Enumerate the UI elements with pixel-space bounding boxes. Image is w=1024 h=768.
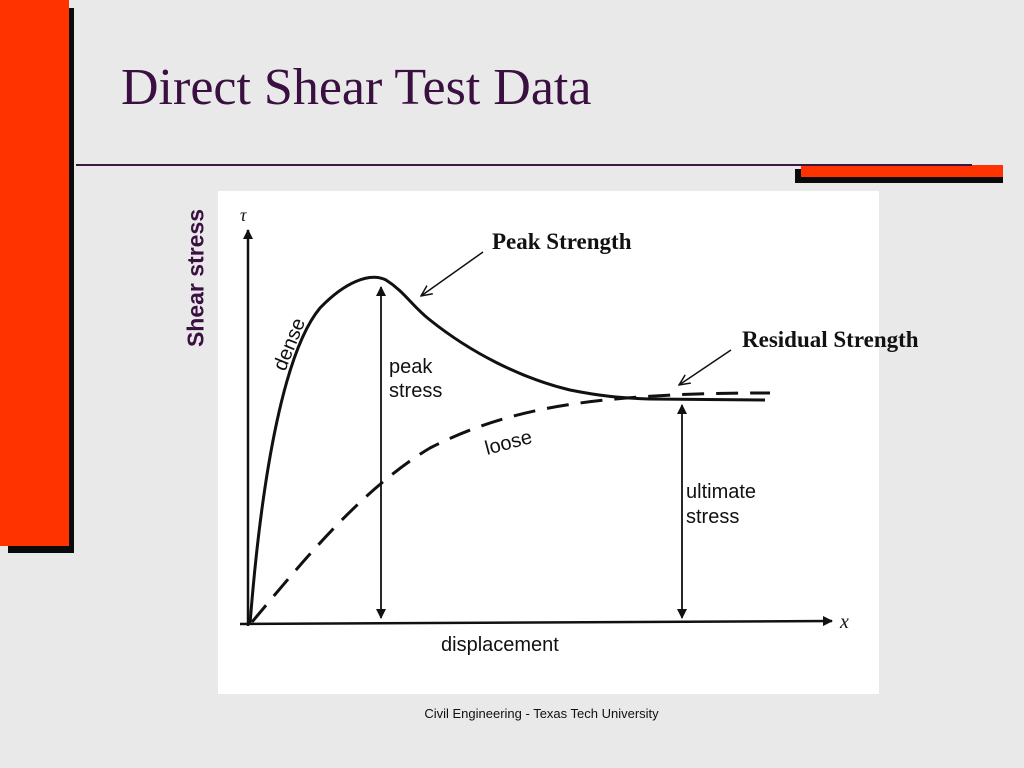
y-axis-symbol: τ (240, 205, 247, 225)
ultimate-stress-label-line1: ultimate (686, 481, 756, 503)
title-accent-bar (801, 165, 1003, 177)
ultimate-stress-label-line2: stress (686, 506, 739, 528)
x-axis (239, 616, 833, 627)
loose-curve (250, 391, 771, 623)
loose-label: loose (483, 426, 535, 460)
x-axis-symbol: x (839, 611, 849, 633)
title-rule (76, 164, 972, 166)
peak-strength-callout: Peak Strength (492, 229, 632, 254)
peak-stress-label-line2: stress (389, 380, 442, 402)
left-accent-bar (0, 0, 69, 546)
residual-strength-callout: Residual Strength (742, 327, 919, 352)
slide-title: Direct Shear Test Data (121, 59, 592, 116)
dense-curve (248, 275, 766, 625)
dense-label: dense (269, 315, 310, 374)
slide-footer: Civil Engineering - Texas Tech Universit… (424, 706, 659, 721)
peak-strength-leader (421, 251, 484, 296)
x-axis-label: displacement (441, 634, 559, 656)
peak-stress-label-line1: peak (389, 356, 433, 378)
figure-panel (218, 191, 879, 694)
residual-strength-leader (679, 349, 732, 385)
